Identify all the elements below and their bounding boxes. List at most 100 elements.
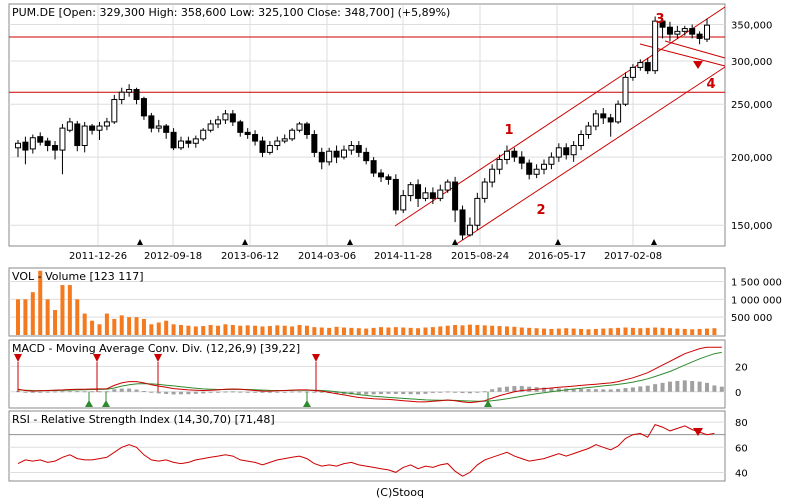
macd-histogram-bar — [141, 391, 146, 393]
volume-bar — [467, 324, 472, 335]
macd-histogram-bar — [453, 391, 458, 393]
macd-histogram-bar — [445, 391, 450, 393]
rsi-y-tick-label: 80 — [735, 418, 748, 429]
price-annotation-label: 3 — [655, 12, 664, 27]
macd-histogram-bar — [682, 380, 687, 392]
macd-histogram-bar — [630, 387, 635, 392]
macd-histogram-bar — [164, 391, 169, 394]
macd-histogram-bar — [245, 391, 250, 393]
volume-bar — [178, 325, 183, 335]
price-x-tick-label: 2016-05-17 — [528, 251, 586, 262]
candle-body — [659, 20, 666, 28]
volume-bar — [386, 327, 391, 335]
candle-body — [363, 151, 370, 162]
candle-body — [496, 158, 503, 170]
macd-histogram-bar — [645, 385, 650, 392]
candle-body — [666, 26, 673, 35]
candle-body — [378, 172, 385, 178]
candle-body — [644, 62, 651, 72]
macd-histogram-bar — [201, 391, 206, 394]
candle-body — [466, 224, 473, 236]
macd-histogram-bar — [401, 391, 406, 395]
volume-bar — [253, 325, 258, 335]
macd-histogram-bar — [475, 391, 480, 393]
candle-body — [237, 121, 244, 133]
macd-panel-frame — [8, 339, 726, 409]
rsi-y-ticks: 40 60 80 — [735, 418, 748, 479]
candle-body — [155, 125, 162, 129]
candle-body — [696, 33, 703, 39]
volume-bar — [104, 313, 109, 335]
volume-y-ticks: 500 000 1 000 000 1 500 000 — [731, 277, 782, 324]
macd-histogram-bar — [119, 388, 124, 392]
macd-y-tick-label: 20 — [735, 362, 748, 373]
candle-body — [281, 138, 288, 142]
volume-bar — [30, 292, 35, 335]
candle-body — [126, 89, 133, 93]
macd-histogram-bar — [490, 389, 495, 392]
candle-body — [222, 113, 229, 121]
macd-histogram-bar — [178, 391, 183, 395]
price-annotation-label: 2 — [536, 203, 545, 218]
volume-bar — [156, 322, 161, 335]
candle-body — [340, 149, 347, 158]
candle-body — [15, 142, 21, 149]
macd-histogram-bar — [90, 391, 95, 393]
volume-bar — [645, 327, 650, 335]
rsi-y-tick-label: 60 — [735, 443, 748, 454]
price-period-marker — [137, 239, 143, 245]
candle-body — [533, 168, 540, 175]
candle-body — [415, 184, 422, 199]
macd-histogram-bar — [134, 389, 139, 392]
candle-body — [652, 20, 659, 72]
volume-bar — [267, 326, 272, 335]
volume-bar — [275, 325, 280, 335]
volume-bar — [630, 327, 635, 335]
macd-histogram-bar — [97, 391, 102, 393]
macd-histogram-bar — [616, 388, 621, 392]
price-candles — [15, 16, 710, 240]
macd-histogram-bar — [623, 388, 628, 392]
volume-bar — [371, 327, 376, 335]
descending-channel-bottom — [664, 40, 726, 59]
candle-body — [326, 150, 333, 163]
volume-bar — [593, 328, 598, 335]
candle-body — [81, 125, 88, 147]
candle-body — [637, 62, 644, 68]
macd-histogram-bar — [660, 382, 665, 392]
volume-bar — [393, 327, 398, 335]
volume-y-tick-label: 500 000 — [731, 313, 772, 324]
macd-histogram-bar — [519, 386, 524, 392]
macd-histogram — [16, 380, 724, 395]
price-x-tick-label: 2012-09-18 — [144, 251, 202, 262]
volume-bar — [171, 324, 176, 335]
volume-bar — [475, 325, 480, 335]
volume-bar — [675, 328, 680, 335]
macd-histogram-bar — [53, 391, 58, 393]
volume-bar — [430, 327, 435, 335]
volume-bar — [319, 327, 324, 335]
volume-bar — [579, 328, 584, 335]
macd-histogram-bar — [230, 391, 235, 393]
volume-bar — [416, 328, 421, 335]
volume-bar — [490, 325, 495, 335]
price-panel: 150,000 200,000 250,000 300,000 350,000 2011… — [8, 3, 772, 262]
candle-body — [118, 91, 125, 101]
volume-bar — [705, 328, 709, 335]
candle-body — [681, 28, 688, 32]
candle-body — [555, 147, 562, 158]
macd-histogram-bar — [379, 391, 384, 395]
candle-body — [296, 123, 303, 131]
candle-body — [704, 24, 710, 40]
volume-bar — [512, 326, 517, 335]
price-y-tick-label: 350,000 — [731, 20, 772, 31]
volume-bar — [623, 327, 628, 335]
volume-bar — [119, 315, 124, 335]
macd-y-ticks: 0 20 — [735, 362, 748, 398]
candle-body — [274, 140, 281, 147]
candle-body — [392, 178, 399, 211]
volume-bar — [667, 328, 672, 335]
macd-histogram-bar — [690, 380, 695, 392]
price-y-tick-label: 250,000 — [731, 100, 772, 111]
